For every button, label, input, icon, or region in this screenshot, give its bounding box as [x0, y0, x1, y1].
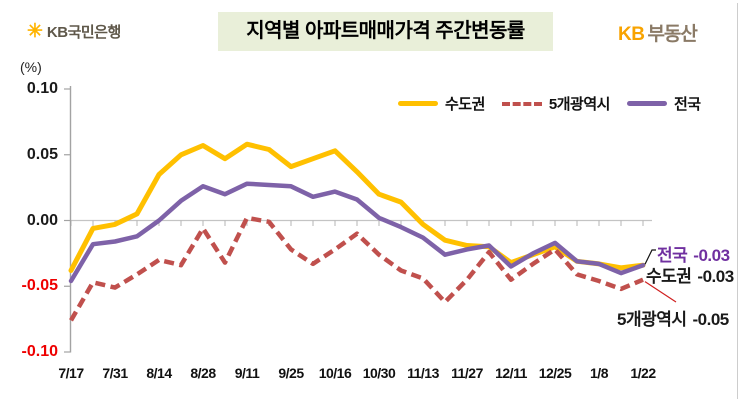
legend-item-5개광역시: 5개광역시	[501, 93, 611, 114]
x-tick-label-12/25: 12/25	[538, 365, 572, 381]
kb-bank-logo-text: KB국민은행	[46, 24, 121, 41]
kb-star-icon: ✳	[27, 21, 43, 42]
x-tick-label-7/17: 7/17	[58, 365, 84, 381]
x-tick-label-8/28: 8/28	[190, 365, 216, 381]
legend-swatch-전국	[626, 101, 667, 106]
x-tick-label-7/31: 7/31	[102, 365, 128, 381]
legend-swatch-수도권	[398, 101, 438, 106]
annotation-5개광역시: 5개광역시 -0.05	[617, 305, 729, 330]
annotation-label-5개광역시: 5개광역시	[617, 310, 687, 329]
kb-brand-kb-text: KB	[618, 24, 645, 45]
y-tick-label-0.05: 0.05	[26, 145, 58, 163]
y-tick-label-0.00: 0.00	[26, 211, 58, 229]
annotation-수도권: 수도권 -0.03	[646, 262, 734, 287]
x-tick-label-10/16: 10/16	[318, 365, 352, 381]
chart-title: 지역별 아파트매매가격 주간변동률	[218, 12, 553, 51]
y-tick-label--0.05: -0.05	[21, 277, 58, 295]
x-tick-label-9/11: 9/11	[234, 365, 260, 381]
annotation-label-전국: 전국	[657, 246, 688, 265]
annotation-label-수도권: 수도권	[646, 267, 692, 286]
annotation-value-수도권: -0.03	[697, 267, 734, 286]
series-line-수도권	[68, 141, 646, 273]
legend-item-수도권: 수도권	[398, 93, 485, 114]
legend-label-수도권: 수도권	[445, 96, 485, 113]
leader-line-jeonguk	[644, 249, 656, 265]
x-tick-label-1/22: 1/22	[630, 365, 656, 381]
x-tick-label-12/11: 12/11	[495, 365, 527, 381]
kb-brand-name-text: 부동산	[647, 24, 697, 45]
legend-swatch-5개광역시	[501, 101, 542, 106]
x-tick-label-11/27: 11/27	[451, 365, 483, 381]
annotation-value-전국: -0.03	[693, 246, 730, 265]
series-line-전국	[68, 181, 646, 284]
legend-item-전국: 전국	[626, 93, 701, 114]
y-tick-label-0.10: 0.10	[26, 80, 58, 97]
annotation-value-5개광역시: -0.05	[692, 310, 730, 329]
x-tick-label-9/25: 9/25	[278, 365, 304, 381]
x-tick-label-11/13: 11/13	[407, 365, 439, 381]
leader-line-5cities	[644, 281, 677, 303]
right-border-line	[737, 3, 738, 399]
legend-label-전국: 전국	[673, 96, 701, 113]
kb-real-estate-logo: KB 부동산	[618, 19, 698, 46]
series-line-5개광역시	[69, 215, 644, 322]
legend-label-5개광역시: 5개광역시	[548, 96, 611, 113]
y-tick-label--0.10: -0.10	[21, 343, 58, 360]
x-tick-label-10/30: 10/30	[362, 365, 396, 381]
chart-legend: 수도권 5개광역시 전국	[398, 93, 701, 114]
y-axis-unit-label: (%)	[20, 59, 42, 75]
kb-bank-logo: ✳ KB국민은행	[27, 21, 121, 42]
x-tick-label-8/14: 8/14	[146, 365, 172, 381]
annotation-전국: 전국 -0.03	[657, 241, 730, 266]
x-tick-label-1/8: 1/8	[590, 365, 608, 381]
